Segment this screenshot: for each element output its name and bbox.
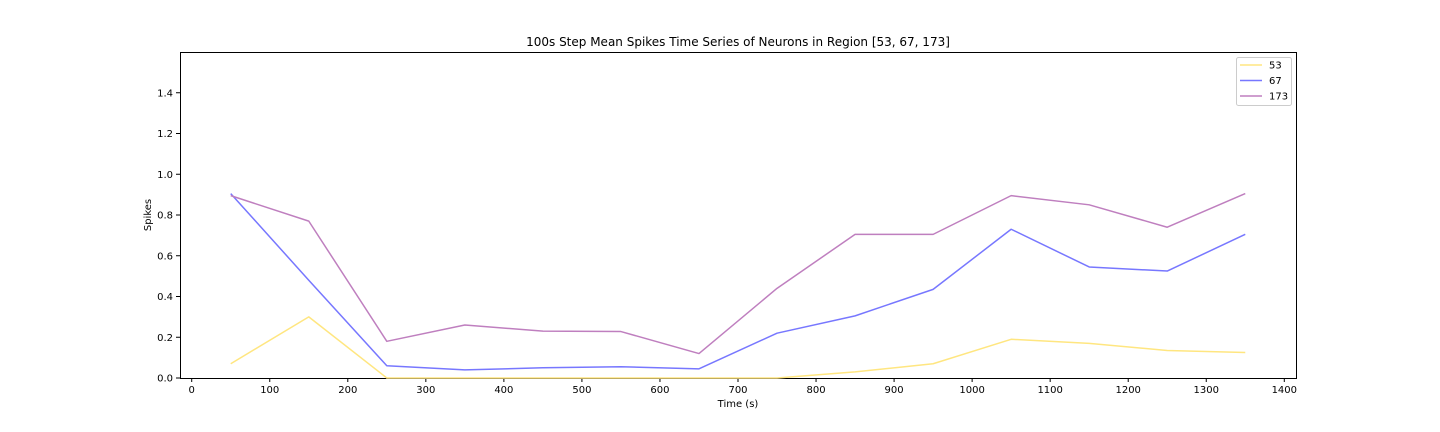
x-tick-label: 1400 xyxy=(1272,385,1297,396)
x-tick-label: 800 xyxy=(806,385,825,396)
y-axis: 0.0 0.2 0.4 0.6 0.8 1.0 1.2 1.4 xyxy=(157,88,180,385)
y-tick-label: 0.8 xyxy=(157,211,173,222)
legend-box xyxy=(1236,57,1292,106)
series-lines xyxy=(230,192,1246,379)
x-tick-label: 900 xyxy=(885,385,904,396)
x-tick-label: 500 xyxy=(572,385,591,396)
x-axis-label: Time (s) xyxy=(717,399,759,410)
series-line-173 xyxy=(230,192,1246,355)
x-tick-label: 1300 xyxy=(1194,385,1219,396)
x-tick-label: 100 xyxy=(260,385,279,396)
series-line-53 xyxy=(230,316,1246,379)
x-tick-label: 1000 xyxy=(959,385,984,396)
y-tick-label: 0.2 xyxy=(157,333,173,344)
x-axis: 0 100 200 300 400 500 600 700 800 900 1000 1100 1200… xyxy=(189,378,1297,396)
x-tick-label: 400 xyxy=(494,385,513,396)
legend-label-173: 173 xyxy=(1269,92,1288,103)
series-line-67 xyxy=(230,193,1246,371)
legend-label-53: 53 xyxy=(1269,61,1282,72)
y-tick-label: 0.6 xyxy=(157,251,173,262)
x-tick-label: 1200 xyxy=(1115,385,1140,396)
y-tick-label: 1.2 xyxy=(157,129,173,140)
y-tick-label: 0.4 xyxy=(157,292,173,303)
y-axis-label: Spikes xyxy=(143,199,154,231)
x-tick-label: 700 xyxy=(728,385,747,396)
x-tick-label: 1100 xyxy=(1037,385,1062,396)
x-tick-label: 200 xyxy=(338,385,357,396)
x-tick-label: 0 xyxy=(189,385,195,396)
legend-label-67: 67 xyxy=(1269,76,1282,87)
x-tick-label: 300 xyxy=(416,385,435,396)
chart-title: 100s Step Mean Spikes Time Series of Neu… xyxy=(526,35,950,49)
legend: 53 67 173 xyxy=(1236,57,1292,106)
y-tick-label: 1.4 xyxy=(157,88,173,99)
x-tick-label: 600 xyxy=(650,385,669,396)
y-tick-label: 1.0 xyxy=(157,170,173,181)
y-tick-label: 0.0 xyxy=(157,374,173,385)
